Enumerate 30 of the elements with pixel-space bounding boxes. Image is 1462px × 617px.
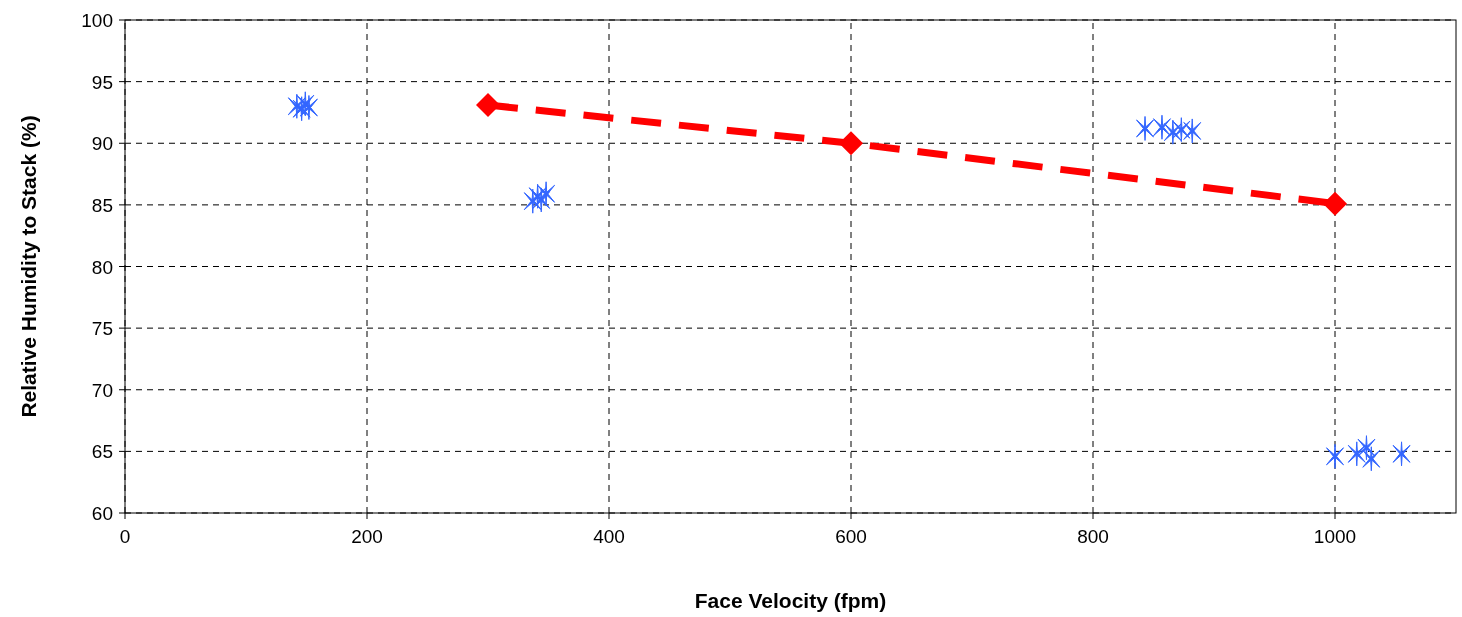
point	[299, 95, 318, 121]
y-tick-label: 85	[91, 194, 113, 216]
point	[839, 131, 863, 156]
point	[1136, 115, 1155, 141]
point	[1347, 441, 1366, 467]
y-tick-label: 65	[91, 441, 113, 463]
x-tick-label: 600	[835, 526, 867, 547]
y-tick-label: 90	[91, 133, 113, 155]
y-tick-label: 75	[91, 318, 113, 340]
x-axis-title: Face Velocity (fpm)	[694, 589, 887, 612]
x-tick-label: 800	[1077, 526, 1109, 547]
x-tick-label: 200	[351, 526, 383, 547]
y-tick-label: 80	[91, 256, 113, 278]
y-tick-label: 60	[91, 503, 113, 524]
y-tick-label: 70	[91, 379, 113, 401]
y-tick-label: 100	[81, 10, 113, 31]
point	[1163, 119, 1182, 145]
point	[1183, 118, 1202, 144]
point	[1172, 117, 1191, 143]
x-tick-label: 0	[119, 526, 131, 547]
point	[1392, 441, 1411, 467]
point	[1362, 446, 1381, 472]
point	[476, 93, 500, 118]
x-tick-label: 400	[593, 526, 625, 547]
y-axis-title: Relative Humidity to Stack (%)	[17, 115, 40, 418]
point	[1323, 191, 1347, 216]
point	[1152, 114, 1171, 140]
x-tick-label: 1000	[1313, 526, 1357, 547]
point	[537, 181, 556, 207]
y-tick-label: 95	[91, 71, 113, 93]
